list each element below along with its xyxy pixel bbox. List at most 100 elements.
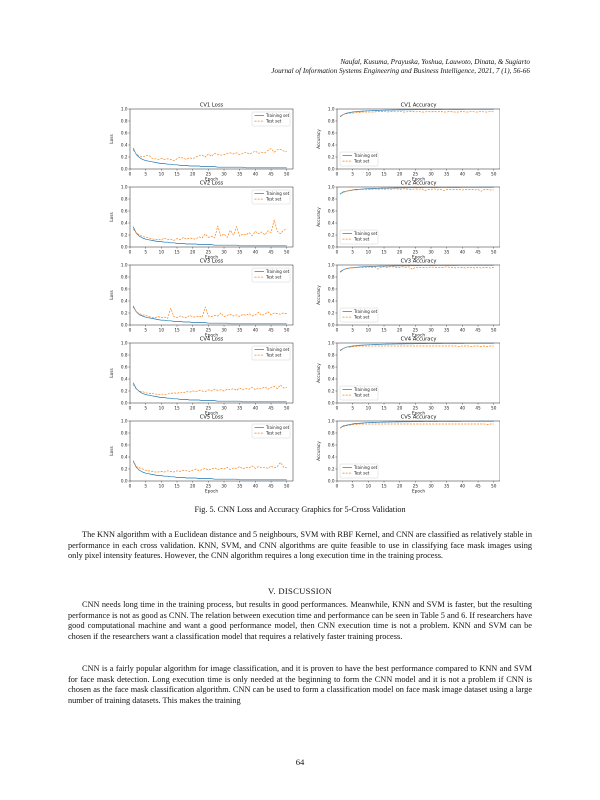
x-tick-label: 0 <box>336 328 339 333</box>
plot-frame <box>129 108 294 170</box>
x-axis-label: Epoch <box>205 411 218 417</box>
subplot-3: CV2 Loss 0 5 10 15 20 25 30 35 40 45 50 0.0 0.2 0.4 0.6… <box>109 181 294 261</box>
x-tick-label: 0 <box>129 250 132 255</box>
x-tick-label: 0 <box>336 250 339 255</box>
legend-entry: Training set <box>353 153 378 158</box>
x-tick-label: 30 <box>221 172 227 177</box>
x-tick-label: 50 <box>491 328 497 333</box>
paragraph-knn-svm-cnn: The KNN algorithm with a Euclidean dista… <box>68 530 532 561</box>
training-set-line <box>132 382 287 403</box>
running-header-journal: Journal of Information Systems Engineeri… <box>271 67 530 75</box>
y-tick-label: 0.0 <box>328 323 335 328</box>
training-set-line <box>132 147 287 169</box>
x-tick-label: 40 <box>253 328 259 333</box>
x-tick-label: 25 <box>413 328 419 333</box>
y-tick-label: 0.4 <box>328 221 335 226</box>
x-tick-label: 20 <box>190 172 196 177</box>
legend-entry: Test set <box>265 274 282 279</box>
x-tick-label: 25 <box>206 406 212 411</box>
subplot-title: CV3 Loss <box>200 259 224 265</box>
x-tick-label: 25 <box>206 328 212 333</box>
training-set-line <box>339 186 494 195</box>
x-tick-label: 45 <box>475 484 481 489</box>
subplot-9: CV5 Loss 0 5 10 15 20 25 30 35 40 45 50 0.0 0.2 0.4 0.6… <box>109 415 294 495</box>
y-axis-label: Loss <box>109 290 115 300</box>
x-tick-label: 40 <box>253 172 259 177</box>
y-tick-label: 0.0 <box>328 167 335 172</box>
x-tick-label: 15 <box>174 250 180 255</box>
x-tick-label: 45 <box>475 172 481 177</box>
y-tick-label: 0.0 <box>328 401 335 406</box>
legend-entry: Test set <box>353 470 370 475</box>
legend-entry: Training set <box>265 347 290 352</box>
y-tick-label: 0.6 <box>328 365 335 370</box>
legend-entry: Training set <box>353 231 378 236</box>
y-tick-label: 0.6 <box>328 131 335 136</box>
x-tick-label: 40 <box>460 484 466 489</box>
x-tick-label: 45 <box>475 328 481 333</box>
y-tick-label: 0.4 <box>328 143 335 148</box>
legend-entry: Training set <box>265 269 290 274</box>
x-tick-label: 45 <box>268 406 274 411</box>
x-tick-label: 10 <box>366 172 372 177</box>
training-set-line <box>339 342 494 352</box>
y-axis-label: Accuracy <box>316 363 322 383</box>
x-axis-label: Epoch <box>205 255 218 261</box>
y-tick-label: 0.8 <box>328 275 335 280</box>
x-tick-label: 40 <box>460 250 466 255</box>
test-set-line <box>132 306 287 319</box>
paragraph-execution-time: CNN needs long time in the training proc… <box>68 600 533 641</box>
y-tick-label: 1.0 <box>121 185 128 190</box>
legend-entry: Test set <box>353 314 370 319</box>
legend-entry: Training set <box>353 465 378 470</box>
x-tick-label: 0 <box>129 328 132 333</box>
legend-entry: Test set <box>353 158 370 163</box>
x-tick-label: 25 <box>206 484 212 489</box>
x-tick-label: 0 <box>129 406 132 411</box>
x-tick-label: 25 <box>413 250 419 255</box>
training-set-line <box>132 461 287 481</box>
x-tick-label: 35 <box>237 484 243 489</box>
legend-entry: Test set <box>353 392 370 397</box>
subplot-5: CV3 Loss 0 5 10 15 20 25 30 35 40 45 50 0.0 0.2 0.4 0.6… <box>109 259 294 339</box>
y-tick-label: 0.8 <box>328 431 335 436</box>
legend-entry: Test set <box>265 196 282 201</box>
x-tick-label: 10 <box>366 406 372 411</box>
y-tick-label: 0.4 <box>121 299 128 304</box>
y-axis-label: Accuracy <box>316 207 322 227</box>
y-tick-label: 0.8 <box>328 353 335 358</box>
y-tick-label: 0.8 <box>121 275 128 280</box>
x-tick-label: 0 <box>129 172 132 177</box>
x-axis-label: Epoch <box>412 489 425 495</box>
y-tick-label: 0.8 <box>121 353 128 358</box>
plot-frame <box>336 420 500 482</box>
y-tick-label: 1.0 <box>328 107 335 112</box>
x-tick-label: 35 <box>444 328 450 333</box>
test-set-line <box>339 111 494 117</box>
x-tick-label: 10 <box>159 406 165 411</box>
x-tick-label: 25 <box>206 250 212 255</box>
training-set-line <box>132 305 287 325</box>
x-tick-label: 35 <box>444 172 450 177</box>
subplot-title: CV4 Accuracy <box>401 337 437 343</box>
y-tick-label: 0.6 <box>121 443 128 448</box>
training-set-line <box>339 420 494 429</box>
test-set-line <box>340 188 494 194</box>
x-tick-label: 35 <box>444 406 450 411</box>
x-tick-label: 40 <box>460 406 466 411</box>
x-tick-label: 45 <box>475 406 481 411</box>
subplot-title: CV2 Accuracy <box>401 181 437 187</box>
y-tick-label: 0.4 <box>121 143 128 148</box>
y-tick-label: 0.0 <box>328 245 335 250</box>
legend-entry: Training set <box>265 113 290 118</box>
test-set-line <box>132 460 287 473</box>
x-tick-label: 50 <box>491 172 497 177</box>
x-tick-label: 5 <box>144 172 147 177</box>
x-tick-label: 15 <box>174 406 180 411</box>
x-tick-label: 20 <box>397 484 403 489</box>
plot-frame <box>336 264 500 326</box>
x-tick-label: 20 <box>397 328 403 333</box>
y-tick-label: 0.2 <box>328 389 335 394</box>
